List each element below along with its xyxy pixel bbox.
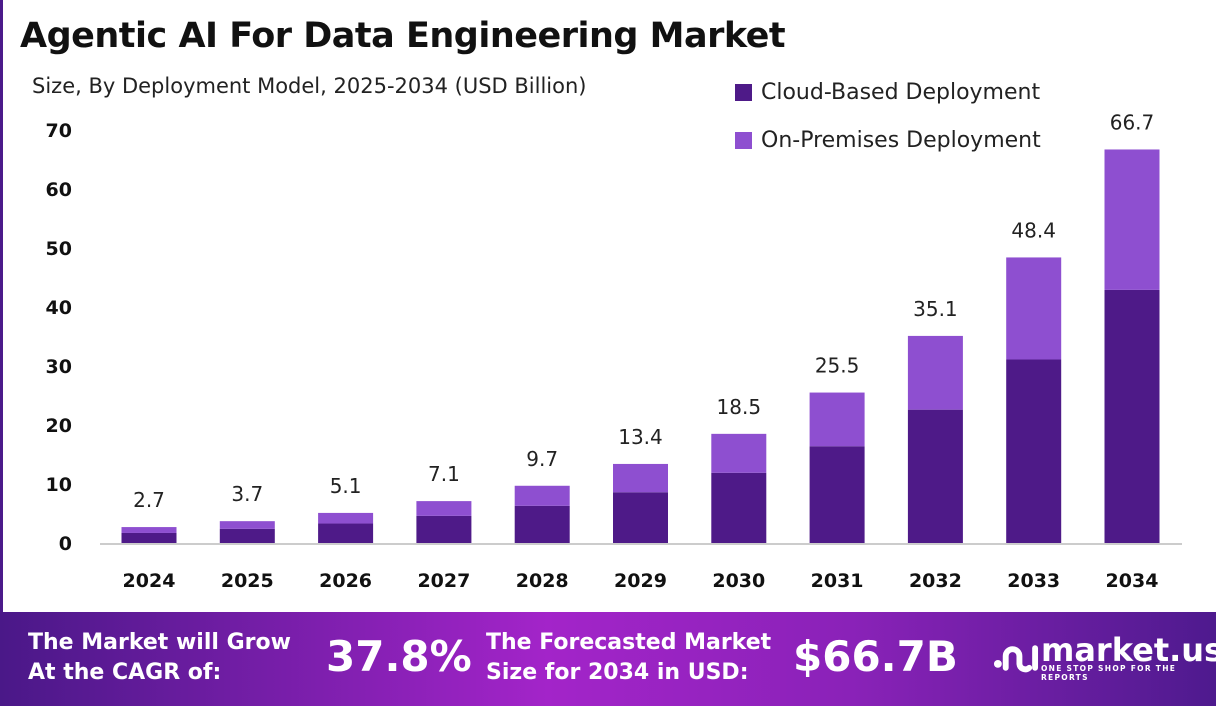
- bar-on-premises-2024: [121, 527, 177, 533]
- chart-plot: 0102030405060702.720243.720255.120267.12…: [46, 110, 1182, 592]
- bar-on-premises-2032: [907, 335, 963, 410]
- logo-tagline: ONE STOP SHOP FOR THE REPORTS: [1040, 664, 1177, 682]
- forecast-label-line: Size for 2034 in USD:: [486, 660, 749, 685]
- total-label: 3.7: [231, 482, 263, 506]
- bar-on-premises-2030: [711, 433, 767, 473]
- x-tick-label: 2026: [319, 570, 372, 592]
- bar-on-premises-2028: [514, 485, 570, 506]
- legend-label: Cloud-Based Deployment: [761, 79, 1041, 105]
- y-tick-label: 30: [46, 356, 72, 378]
- x-tick-label: 2031: [811, 570, 864, 592]
- logo-name: market.us: [1040, 631, 1216, 669]
- bar-cloud-2030: [711, 472, 767, 543]
- x-tick-label: 2028: [516, 570, 569, 592]
- bar-cloud-2024: [121, 532, 177, 543]
- bar-cloud-2034: [1104, 289, 1160, 543]
- logo-icon: [993, 645, 1039, 673]
- bar-cloud-2033: [1006, 359, 1062, 543]
- y-tick-label: 40: [46, 297, 72, 319]
- x-tick-label: 2027: [417, 570, 470, 592]
- legend: Cloud-Based Deployment On-Premises Deplo…: [735, 68, 1041, 164]
- x-tick-label: 2025: [221, 570, 274, 592]
- bar-on-premises-2034: [1104, 149, 1160, 290]
- cagr-label-line: At the CAGR of:: [28, 660, 222, 685]
- forecast-value: $66.7B: [793, 632, 958, 681]
- bar-cloud-2026: [318, 523, 374, 543]
- forecast-label: The Forecasted Market Size for 2034 in US…: [486, 628, 771, 688]
- cagr-label-line: The Market will Grow: [28, 630, 291, 655]
- x-tick-label: 2029: [614, 570, 667, 592]
- legend-label: On-Premises Deployment: [761, 127, 1041, 153]
- total-label: 48.4: [1011, 218, 1056, 242]
- bar-on-premises-2025: [219, 521, 275, 529]
- x-tick-label: 2033: [1007, 570, 1060, 592]
- footer-banner: The Market will Grow At the CAGR of: 37.8…: [0, 612, 1216, 706]
- y-tick-label: 0: [59, 533, 72, 555]
- total-label: 18.5: [717, 395, 762, 419]
- total-label: 5.1: [330, 474, 362, 498]
- total-label: 13.4: [618, 425, 663, 449]
- chart-subtitle: Size, By Deployment Model, 2025-2034 (US…: [32, 74, 587, 98]
- chart-title: Agentic AI For Data Engineering Market: [20, 16, 786, 56]
- bar-cloud-2031: [809, 446, 865, 543]
- y-tick-label: 70: [46, 120, 72, 142]
- x-tick-label: 2030: [712, 570, 765, 592]
- x-tick-label: 2034: [1106, 570, 1159, 592]
- bar-on-premises-2027: [416, 501, 472, 516]
- total-label: 7.1: [428, 462, 460, 486]
- cagr-value: 37.8%: [326, 632, 472, 681]
- bar-on-premises-2029: [613, 463, 668, 493]
- y-tick-label: 20: [46, 415, 72, 437]
- legend-swatch: [735, 83, 752, 101]
- cagr-label: The Market will Grow At the CAGR of:: [28, 628, 291, 688]
- total-label: 2.7: [133, 488, 165, 512]
- forecast-label-line: The Forecasted Market: [486, 630, 772, 655]
- market-us-logo: market.us ONE STOP SHOP FOR THE REPORTS: [992, 634, 1216, 682]
- bar-cloud-2028: [514, 505, 570, 543]
- left-border: [0, 0, 3, 612]
- y-tick-label: 60: [46, 179, 72, 201]
- bar-cloud-2032: [907, 409, 963, 543]
- x-tick-label: 2032: [909, 570, 962, 592]
- legend-item-cloud: Cloud-Based Deployment: [735, 68, 1041, 116]
- total-label: 25.5: [815, 354, 860, 378]
- total-label: 35.1: [913, 297, 958, 321]
- x-tick-label: 2024: [123, 570, 176, 592]
- bar-on-premises-2033: [1006, 257, 1062, 360]
- bar-cloud-2025: [219, 528, 275, 543]
- total-label: 9.7: [526, 447, 558, 471]
- legend-item-on-premises: On-Premises Deployment: [735, 116, 1041, 164]
- bar-on-premises-2026: [318, 512, 374, 524]
- y-tick-label: 50: [46, 238, 72, 260]
- y-tick-label: 10: [46, 474, 72, 496]
- bar-cloud-2029: [613, 492, 668, 543]
- total-label: 66.7: [1110, 110, 1155, 134]
- bar-cloud-2027: [416, 515, 472, 543]
- legend-swatch: [735, 131, 752, 149]
- bar-on-premises-2031: [809, 392, 865, 447]
